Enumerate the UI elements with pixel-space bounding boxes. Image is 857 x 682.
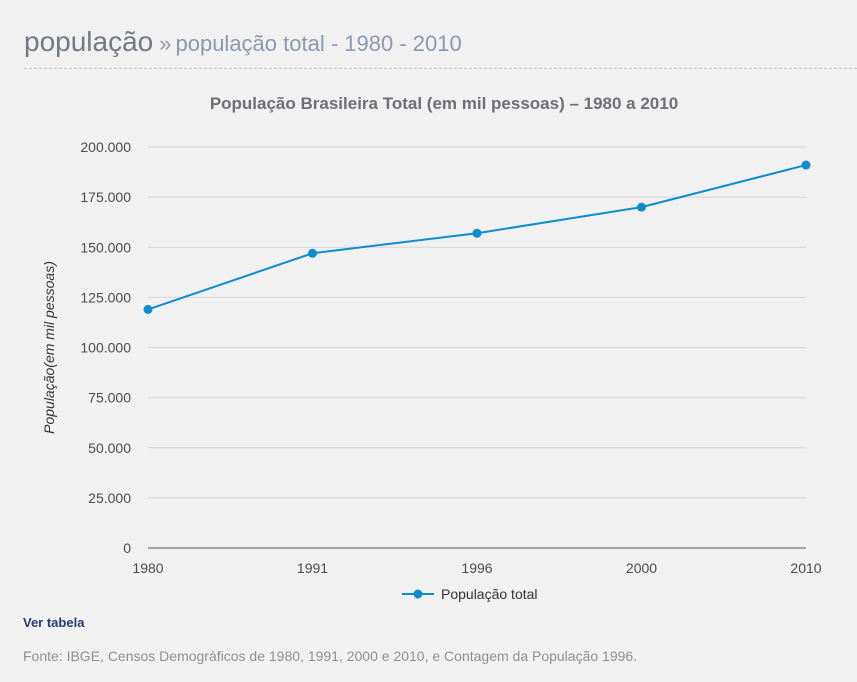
- source-note: Fonte: IBGE, Censos Demográficos de 1980…: [23, 648, 638, 664]
- y-axis-label: População(em mil pessoas): [41, 261, 57, 434]
- page-title: população: [24, 26, 154, 57]
- data-point: [143, 304, 153, 314]
- data-point: [308, 248, 317, 258]
- breadcrumb-separator: »: [159, 31, 172, 56]
- ver-tabela-link[interactable]: Ver tabela: [23, 615, 85, 630]
- y-tick-label: 75.000: [88, 390, 131, 406]
- legend-point-marker: [413, 589, 423, 599]
- legend-label: População total: [441, 586, 538, 602]
- page-header: população» população total - 1980 - 2010: [24, 26, 857, 69]
- y-tick-label: 50.000: [88, 440, 131, 456]
- y-tick-label: 100.000: [80, 340, 131, 356]
- chart-title: População Brasileira Total (em mil pesso…: [210, 94, 678, 113]
- data-point: [801, 160, 811, 170]
- y-tick-label: 25.000: [88, 490, 131, 506]
- y-tick-label: 175.000: [80, 189, 131, 205]
- x-tick-label: 2010: [790, 560, 821, 576]
- y-tick-label: 150.000: [80, 239, 131, 255]
- data-point: [472, 228, 482, 238]
- x-tick-label: 1991: [297, 560, 328, 576]
- y-tick-label: 125.000: [80, 289, 131, 305]
- y-tick-label: 0: [123, 540, 131, 556]
- page-subtitle: população total - 1980 - 2010: [175, 31, 462, 56]
- x-tick-label: 1980: [132, 560, 163, 576]
- y-tick-label: 200.000: [80, 139, 131, 155]
- data-point: [637, 202, 646, 212]
- x-tick-label: 1996: [461, 560, 492, 576]
- population-line-chart: População Brasileira Total (em mil pesso…: [41, 94, 822, 602]
- x-tick-label: 2000: [626, 560, 657, 576]
